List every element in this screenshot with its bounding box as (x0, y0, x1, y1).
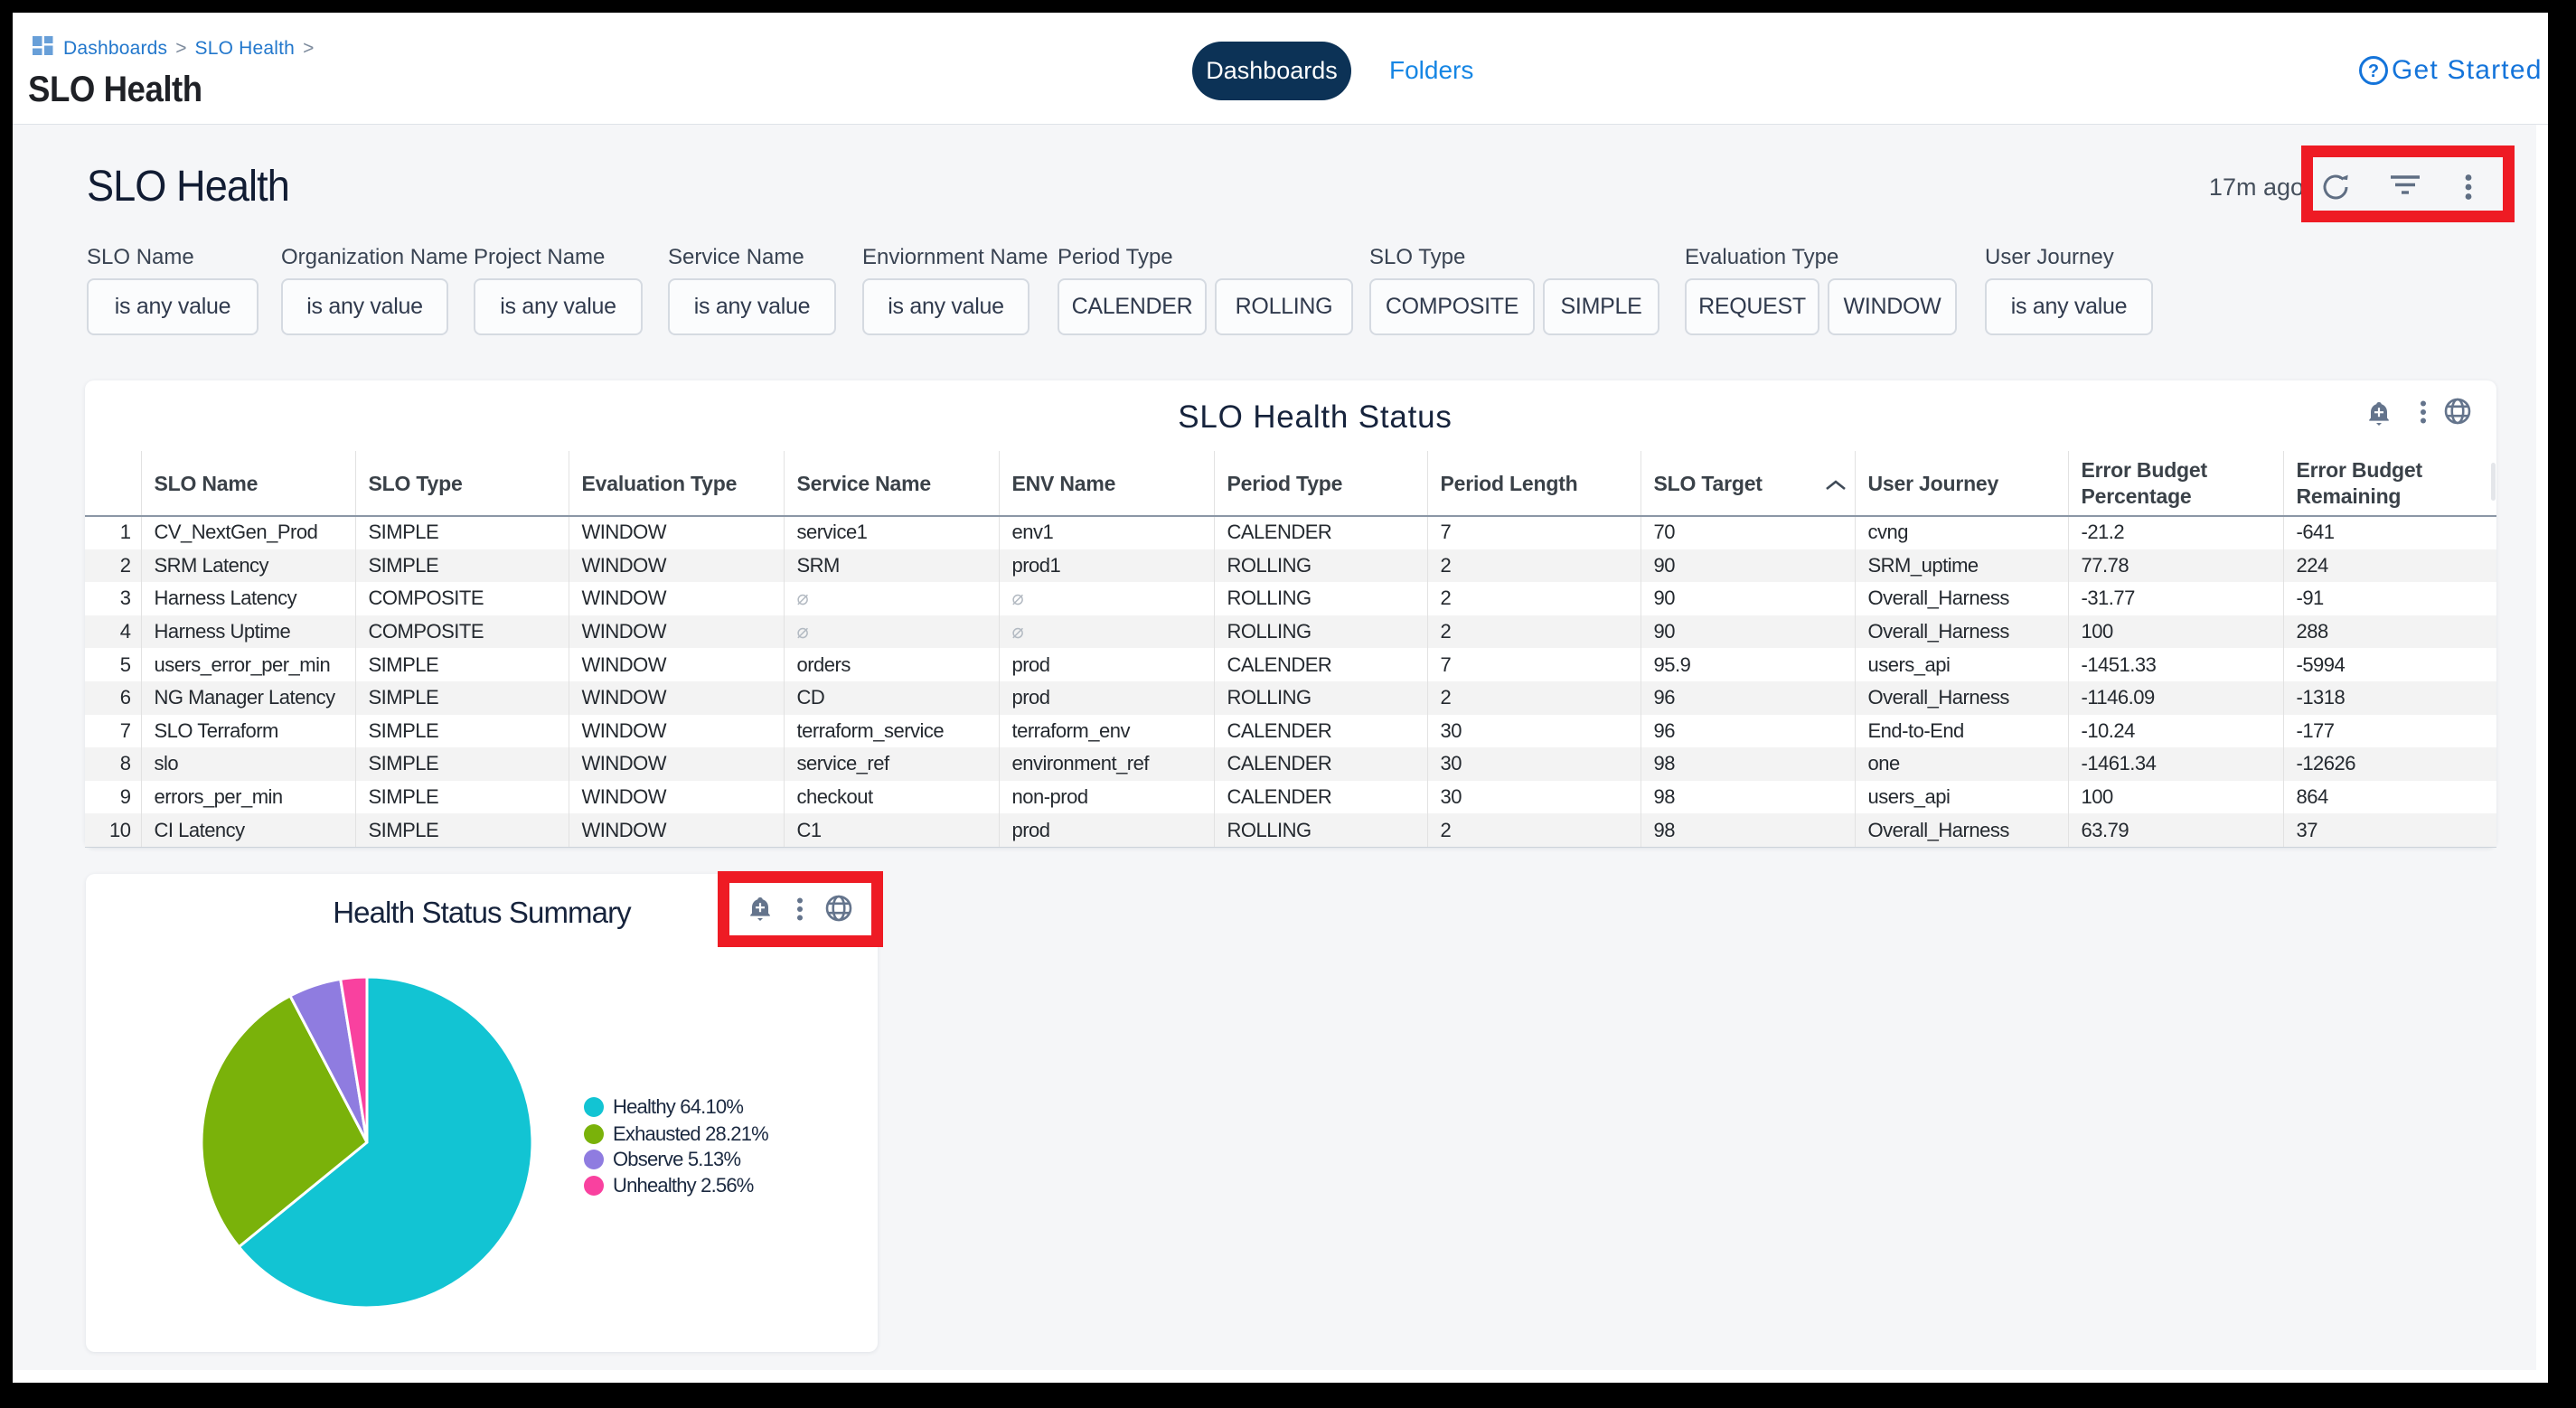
svg-text:?: ? (2368, 61, 2379, 81)
